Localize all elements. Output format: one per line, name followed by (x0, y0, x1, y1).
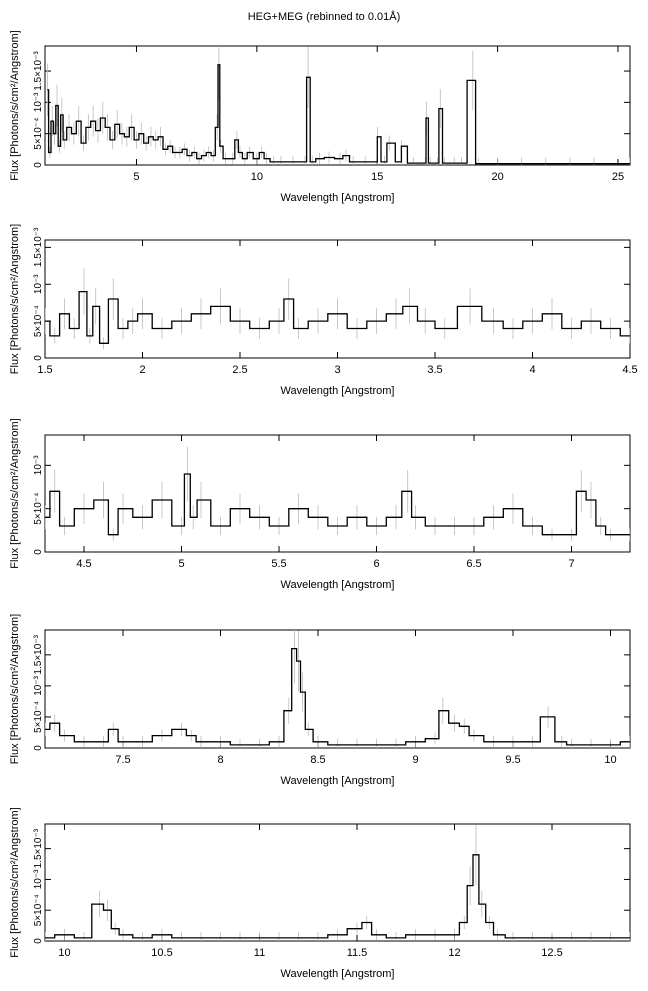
y-axis-label: Flux [Photons/s/cm²/Angstrom] (9, 418, 21, 568)
x-tick-label: 5 (133, 171, 139, 183)
y-axis-label: Flux [Photons/s/cm²/Angstrom] (9, 30, 21, 180)
y-tick-label: 5×10⁻⁴ (33, 701, 44, 733)
x-axis-label: Wavelength [Angstrom] (281, 775, 395, 787)
y-tick-label: 5×10⁻⁴ (33, 305, 44, 337)
y-tick-label: 0 (33, 355, 44, 361)
x-tick-label: 4 (529, 364, 535, 376)
x-tick-label: 5.5 (271, 558, 286, 570)
y-tick-label: 5×10⁻⁴ (33, 118, 44, 150)
x-tick-label: 25 (612, 171, 624, 183)
x-tick-label: 3.5 (427, 364, 442, 376)
panel-3: 4.5 5 5.5 6 6.5 7 0 5×10⁻⁴ 10⁻³ Wavelength [Angst… (9, 418, 631, 591)
x-tick-label: 10 (251, 171, 263, 183)
y-axis-label: Flux [Photons/s/cm²/Angstrom] (9, 614, 21, 764)
y-tick-label: 0 (33, 745, 44, 751)
x-axis-label: Wavelength [Angstrom] (281, 968, 395, 980)
x-tick-label: 8.5 (310, 754, 325, 766)
spectrum-series (47, 64, 630, 165)
plot-frame (44, 434, 631, 553)
y-tick-label: 0 (33, 938, 44, 944)
x-tick-label: 6 (373, 558, 379, 570)
x-tick-label: 12.5 (541, 947, 562, 959)
x-tick-label: 2 (139, 364, 145, 376)
spectrum-series (45, 473, 630, 536)
x-tick-label: 4.5 (76, 558, 91, 570)
x-axis-label: Wavelength [Angstrom] (281, 192, 395, 204)
y-axis-label: Flux [Photons/s/cm²/Angstrom] (9, 807, 21, 957)
x-tick-label: 11.5 (347, 947, 368, 959)
x-tick-label: 20 (491, 171, 503, 183)
y-tick-label: 5×10⁻⁴ (33, 894, 44, 926)
y-tick-label: 10⁻³ (33, 455, 44, 475)
panel-1: 5 10 15 20 25 0 5×10⁻⁴ 10⁻³1.5×10⁻³ Wavelength [… (9, 30, 631, 204)
x-tick-label: 10 (604, 754, 616, 766)
x-tick-label: 9 (412, 754, 418, 766)
y-tick-label: 0 (33, 549, 44, 555)
x-tick-label: 3 (334, 364, 340, 376)
panel-2: 1.5 2 2.5 3 3.5 4 4.5 0 5×10⁻⁴ 10⁻³ 1.5×10⁻³ Wavele… (9, 224, 638, 397)
x-tick-label: 4.5 (622, 364, 637, 376)
x-axis-label: Wavelength [Angstrom] (281, 579, 395, 591)
y-tick-label: 10⁻³ (33, 274, 44, 294)
figure-title: HEG+MEG (rebinned to 0.01Å) (247, 11, 401, 23)
y-tick-label: 1.5×10⁻³ (33, 828, 44, 868)
x-tick-label: 7 (568, 558, 574, 570)
x-tick-label: 10.5 (151, 947, 172, 959)
x-tick-label: 5 (178, 558, 184, 570)
y-tick-label: 10⁻³ (33, 869, 44, 889)
y-tick-label: 10⁻³ (33, 92, 44, 112)
x-tick-label: 9.5 (505, 754, 520, 766)
y-tick-label: 1.5×10⁻³ (33, 227, 44, 267)
plot-frame (44, 629, 631, 749)
x-tick-label: 11 (254, 947, 265, 959)
y-tick-label: 5×10⁻⁴ (33, 493, 44, 525)
y-tick-label: 10⁻³ (33, 675, 44, 695)
x-tick-label: 7.5 (115, 754, 130, 766)
spectrum-series (45, 290, 630, 344)
plot-frame (44, 45, 631, 166)
x-tick-label: 15 (371, 171, 383, 183)
y-tick-label: 1.5×10⁻³ (33, 634, 44, 674)
plot-frame (44, 823, 631, 942)
x-tick-label: 2.5 (232, 364, 247, 376)
x-tick-label: 8 (217, 754, 223, 766)
spectrum-series (45, 647, 630, 746)
x-tick-label: 6.5 (466, 558, 481, 570)
x-tick-label: 10 (58, 947, 70, 959)
spectrum-series (45, 854, 630, 939)
x-tick-label: 12 (448, 947, 460, 959)
x-tick-label: 1.5 (37, 364, 52, 376)
x-axis-label: Wavelength [Angstrom] (281, 385, 395, 397)
y-tick-label: 1.5×10⁻³ (33, 51, 44, 91)
panel-4: 7.5 8 8.5 9 9.5 10 0 5×10⁻⁴ 10⁻³1.5×10⁻³ Waveleng… (9, 614, 631, 787)
y-tick-label: 0 (33, 162, 44, 168)
panel-5: 10 10.5 11 11.5 12 12.5 0 5×10⁻⁴ 10⁻³1.5×10⁻³ Wav… (9, 807, 631, 980)
y-axis-label: Flux [Photons/s/cm²/Angstrom] (9, 224, 21, 374)
